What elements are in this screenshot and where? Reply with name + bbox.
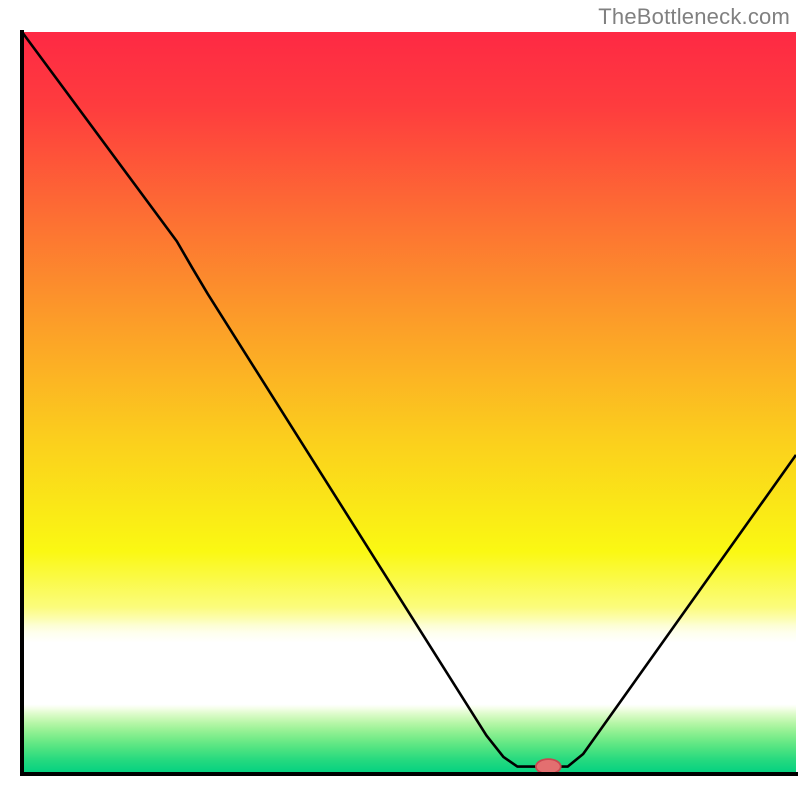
optimal-point-marker xyxy=(536,759,561,774)
chart-container: TheBottleneck.com xyxy=(0,0,800,800)
gradient-background xyxy=(22,32,796,774)
watermark-text: TheBottleneck.com xyxy=(598,4,790,30)
bottleneck-chart xyxy=(0,0,800,800)
